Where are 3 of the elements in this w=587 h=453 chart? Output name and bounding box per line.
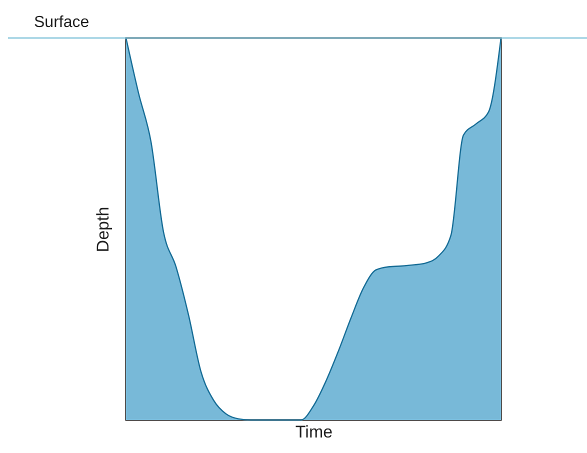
ref-line-label: Surface [34,14,90,31]
x-axis-title: Time [295,422,333,442]
y-axis-title: Depth [94,206,112,252]
